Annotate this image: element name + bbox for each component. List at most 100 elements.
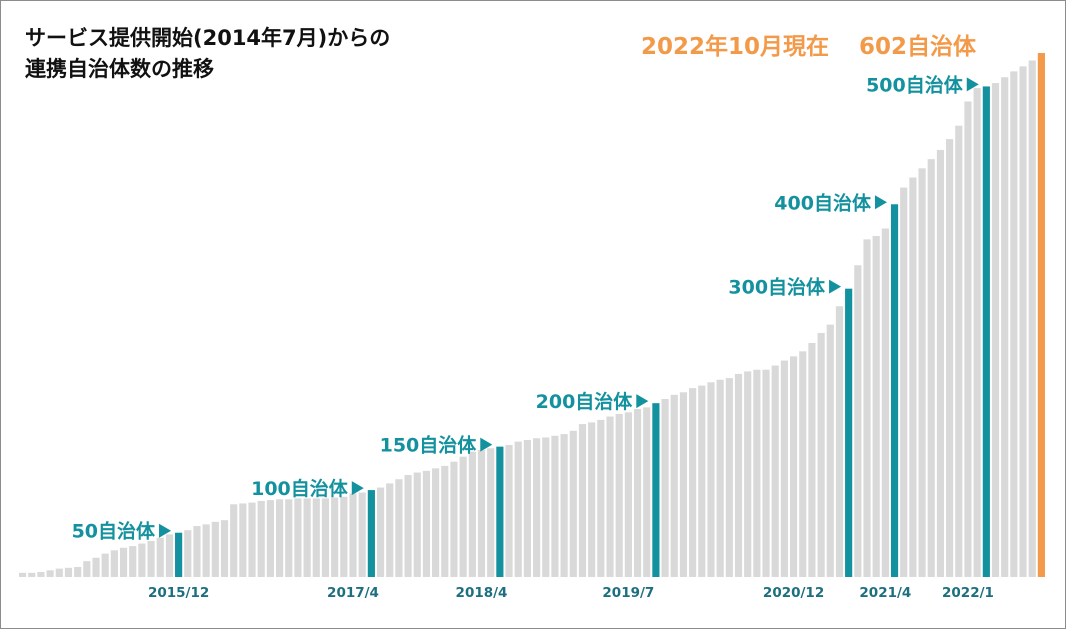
bar bbox=[505, 444, 513, 577]
bar bbox=[753, 369, 761, 577]
title-line-2: 連携自治体数の推移 bbox=[25, 57, 214, 81]
bar bbox=[707, 382, 715, 577]
bar bbox=[881, 228, 889, 577]
bar bbox=[771, 365, 779, 577]
milestone-label: 300自治体 bbox=[728, 276, 826, 299]
bar bbox=[533, 438, 541, 577]
milestone-label: 400自治体 bbox=[774, 191, 872, 214]
bar bbox=[578, 424, 587, 577]
x-axis-ticks: 2015/12 2017/4 2018/4 2019/7 2020/12 2021/4 20… bbox=[148, 585, 994, 601]
milestone-arrow-icon bbox=[636, 394, 649, 409]
bar bbox=[110, 550, 118, 577]
bar bbox=[900, 187, 908, 578]
x-tick-label: 2021/4 bbox=[859, 585, 911, 601]
current-date: 2022年10月現在 bbox=[641, 34, 830, 60]
milestone-label-group: 50自治体 100自治体 150自治体 200自治体 300自治体 400自治体 500自治… bbox=[72, 73, 979, 543]
bar bbox=[358, 492, 366, 577]
bar bbox=[689, 388, 697, 577]
bar bbox=[633, 409, 642, 577]
bar bbox=[1019, 66, 1027, 578]
milestone-label: 100自治体 bbox=[251, 477, 349, 500]
bar bbox=[734, 373, 743, 577]
bar bbox=[74, 566, 82, 577]
bar bbox=[542, 437, 550, 577]
bar bbox=[184, 530, 192, 577]
bar bbox=[230, 504, 238, 577]
bar bbox=[523, 439, 531, 577]
bar bbox=[165, 534, 174, 577]
bar bbox=[129, 546, 137, 577]
bar-current bbox=[1037, 53, 1045, 577]
bar bbox=[643, 407, 651, 577]
bar bbox=[973, 88, 981, 577]
x-tick-label: 2020/12 bbox=[763, 585, 824, 601]
bar bbox=[514, 441, 522, 577]
milestone-arrow-icon bbox=[351, 481, 364, 496]
bar bbox=[28, 572, 36, 577]
bar bbox=[1028, 60, 1036, 577]
bar bbox=[744, 371, 752, 577]
bar bbox=[303, 498, 311, 577]
milestone-label: 500自治体 bbox=[866, 73, 964, 96]
bar bbox=[220, 520, 229, 577]
bar bbox=[55, 568, 63, 577]
bar-milestone bbox=[652, 403, 660, 577]
bar bbox=[147, 541, 155, 577]
bar bbox=[119, 547, 128, 577]
bar bbox=[569, 430, 577, 577]
bar bbox=[909, 177, 917, 577]
bar bbox=[340, 496, 348, 577]
bar-milestone bbox=[845, 288, 853, 577]
current-count: 602自治体 bbox=[859, 34, 977, 60]
bar bbox=[138, 543, 146, 577]
bar bbox=[487, 448, 495, 577]
bar bbox=[468, 451, 476, 577]
bar bbox=[459, 456, 467, 577]
bar bbox=[716, 379, 724, 577]
bar bbox=[266, 500, 274, 577]
bar bbox=[588, 422, 596, 577]
bar bbox=[624, 412, 632, 577]
bar bbox=[477, 449, 486, 577]
bar bbox=[294, 498, 302, 577]
bar bbox=[312, 498, 320, 577]
bar bbox=[321, 498, 330, 577]
bar bbox=[826, 324, 834, 577]
bar bbox=[835, 306, 844, 577]
milestone-label: 150自治体 bbox=[380, 434, 478, 457]
bar bbox=[101, 553, 109, 577]
bar bbox=[248, 502, 256, 577]
bar-milestone bbox=[890, 204, 899, 577]
x-tick-label: 2019/7 bbox=[602, 585, 654, 601]
bar bbox=[946, 139, 954, 577]
bar bbox=[432, 468, 440, 577]
bar bbox=[698, 385, 706, 577]
bar bbox=[46, 570, 54, 577]
title-line-1: サービス提供開始(2014年7月)からの bbox=[25, 26, 391, 50]
bar bbox=[83, 561, 91, 577]
bar-milestone bbox=[175, 532, 183, 577]
bar bbox=[386, 483, 394, 577]
bar-group bbox=[19, 53, 1045, 578]
bar bbox=[1001, 77, 1009, 578]
bar bbox=[597, 419, 605, 577]
bar bbox=[817, 332, 825, 577]
bar bbox=[872, 236, 880, 577]
bar bbox=[19, 572, 27, 577]
bar bbox=[679, 392, 688, 577]
milestone-arrow-icon bbox=[874, 195, 887, 210]
bar bbox=[37, 571, 45, 577]
bar bbox=[349, 493, 357, 577]
bar bbox=[964, 101, 972, 577]
bar bbox=[661, 398, 669, 577]
milestone-label: 200自治体 bbox=[536, 390, 634, 413]
bar bbox=[799, 351, 807, 577]
bar bbox=[257, 500, 265, 577]
bar bbox=[1010, 71, 1018, 577]
bar bbox=[780, 360, 788, 577]
bar bbox=[670, 394, 678, 577]
bar bbox=[193, 526, 201, 577]
bar bbox=[331, 497, 339, 577]
